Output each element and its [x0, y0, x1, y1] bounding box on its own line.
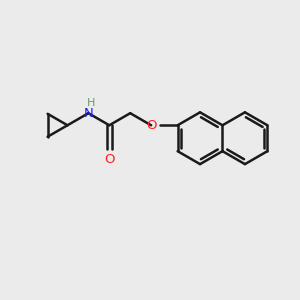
Text: O: O [146, 119, 156, 132]
Text: H: H [87, 98, 95, 108]
Text: O: O [104, 153, 115, 166]
Text: N: N [83, 107, 93, 120]
